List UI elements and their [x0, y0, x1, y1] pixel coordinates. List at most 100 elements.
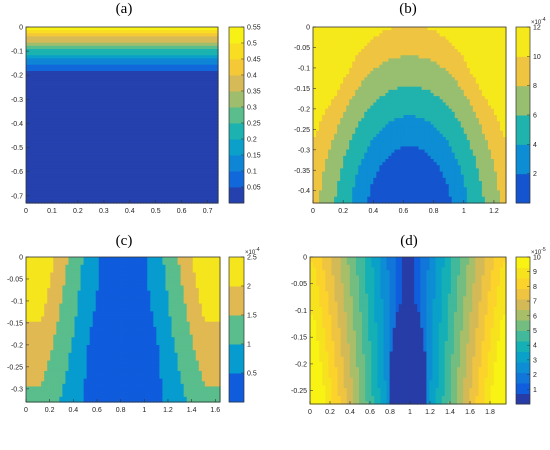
- colorbar-tick-label: 2: [533, 171, 537, 178]
- colorbar-tick-label: 9: [533, 269, 537, 276]
- colorbar-tick-label: 0.25: [247, 121, 261, 128]
- colorbar-segment: [229, 107, 244, 124]
- y-tick-label: -0.7: [11, 193, 23, 200]
- colorbar-segment: [229, 257, 244, 287]
- colorbar-tick-label: 1: [247, 342, 251, 349]
- y-tick-label: 0: [306, 25, 310, 32]
- x-tick-label: 0.6: [177, 208, 187, 215]
- colorbar-segment: [229, 123, 244, 140]
- colorbar-segment: [516, 267, 530, 279]
- colorbar-segment: [516, 56, 530, 87]
- colorbar-segment: [229, 27, 244, 44]
- x-tick-label: 0.2: [45, 407, 55, 414]
- colorbar-tick-label: 0.45: [247, 57, 261, 64]
- colorbar-tick-label: 0.35: [247, 89, 261, 96]
- colorbar-segment: [516, 320, 530, 331]
- x-tick-label: 0.5: [151, 208, 161, 215]
- colorbar-tick-label: 1: [533, 387, 537, 394]
- x-tick-label: 1.2: [425, 409, 435, 416]
- x-tick-label: 0.6: [365, 409, 375, 416]
- colorbar-segment: [516, 372, 530, 384]
- y-tick-label: -0.2: [11, 342, 23, 349]
- colorbar-tick-label: 6: [533, 113, 537, 120]
- colorbar-segment: [229, 59, 244, 76]
- panel-title: (b): [399, 1, 417, 17]
- y-tick-label: -0.05: [294, 45, 310, 52]
- colorbar-tick-label: 4: [533, 142, 537, 149]
- colorbar-segment: [516, 362, 530, 373]
- colorbar-tick-label: 0.3: [247, 105, 257, 112]
- colorbar-segment: [516, 173, 530, 204]
- colorbar-tick-label: 6: [533, 313, 537, 320]
- colorbar: 0.05 0.1 0.15 0.2 0.25 0.3 0.35 0.4 0.45 0.5 0.55: [228, 25, 261, 204]
- y-tick-label: -0.1: [295, 308, 307, 315]
- colorbar-exponent: ×10-4: [245, 247, 260, 256]
- panel-b: 0 0.2 0.4 0.6 0.8 1 1.2 0 -0.05 -0.1 -0.15 -0.2 -0.2…: [294, 1, 546, 215]
- panel-c: 0 0.2 0.4 0.6 0.8 1 1.2 1.4 1.6 0 -0.05 -0.1 -0.15 -0…: [7, 233, 260, 414]
- colorbar-tick-label: 10: [533, 54, 541, 61]
- colorbar-segment: [516, 27, 530, 57]
- y-tick-label: -0.05: [291, 281, 307, 288]
- x-tick-label: 0.2: [73, 208, 83, 215]
- y-tick-label: -0.3: [11, 386, 23, 393]
- colorbar-tick-label: 1.5: [247, 313, 257, 320]
- colorbar-tick-label: 0.5: [247, 41, 257, 48]
- y-tick-label: -0.1: [298, 65, 310, 72]
- colorbar-tick-label: 0.05: [247, 185, 261, 192]
- x-tick-label: 1: [408, 409, 412, 416]
- colorbar-segment: [229, 373, 244, 403]
- y-tick-label: -0.4: [298, 188, 310, 195]
- y-tick-label: -0.35: [294, 168, 310, 175]
- x-tick-label: 0.8: [116, 407, 126, 414]
- colorbar-segment: [229, 315, 244, 345]
- x-tick-label: 0: [24, 407, 28, 414]
- y-tick-label: 0: [19, 25, 23, 32]
- colorbar: 2 4 6 8 10 12×10-4: [515, 17, 546, 204]
- colorbar-frame: [228, 26, 245, 204]
- x-tick-label: 0: [308, 409, 312, 416]
- colorbar-tick-label: 7: [533, 299, 537, 306]
- y-tick-label: -0.1: [11, 298, 23, 305]
- colorbar-segment: [229, 344, 244, 374]
- plot-frame: [309, 256, 507, 405]
- y-tick-label: -0.15: [294, 86, 310, 93]
- panel-title: (c): [116, 233, 133, 249]
- x-tick-label: 0: [24, 208, 28, 215]
- y-tick-label: 0: [19, 255, 23, 262]
- colorbar-segment: [229, 43, 244, 60]
- colorbar-tick-label: 0.2: [247, 137, 257, 144]
- x-tick-label: 0.2: [325, 409, 335, 416]
- x-tick-label: 0.4: [68, 407, 78, 414]
- colorbar-tick-label: 0.5: [247, 371, 257, 378]
- colorbar-segment: [516, 341, 530, 352]
- y-tick-label: -0.4: [11, 121, 23, 128]
- x-tick-label: 1.6: [465, 409, 475, 416]
- colorbar-segment: [229, 171, 244, 188]
- y-tick-label: -0.2: [298, 106, 310, 113]
- colorbar-tick-label: 0.4: [247, 73, 257, 80]
- x-tick-label: 1.8: [485, 409, 495, 416]
- y-tick-label: -0.25: [7, 364, 23, 371]
- colorbar-tick-label: 0.1: [247, 169, 257, 176]
- y-tick-label: -0.15: [291, 335, 307, 342]
- y-tick-label: -0.5: [11, 145, 23, 152]
- colorbar-segment: [516, 309, 530, 321]
- x-tick-label: 1: [142, 407, 146, 414]
- colorbar-segment: [516, 278, 530, 289]
- y-tick-label: 0: [303, 255, 307, 262]
- colorbar-tick-label: 2.5: [247, 255, 257, 262]
- x-tick-label: 0.8: [429, 208, 439, 215]
- x-tick-label: 0.1: [47, 208, 57, 215]
- colorbar-tick-label: 5: [533, 328, 537, 335]
- x-tick-label: 0.6: [399, 208, 409, 215]
- panel-title: (d): [400, 233, 418, 249]
- colorbar-segment: [516, 115, 530, 145]
- colorbar-tick-label: 8: [533, 284, 537, 291]
- colorbar-segment: [516, 383, 530, 394]
- colorbar-segment: [229, 139, 244, 156]
- x-tick-label: 0: [311, 208, 315, 215]
- x-tick-label: 0.3: [99, 208, 109, 215]
- y-tick-label: -0.25: [291, 388, 307, 395]
- contour-fill: [310, 257, 507, 405]
